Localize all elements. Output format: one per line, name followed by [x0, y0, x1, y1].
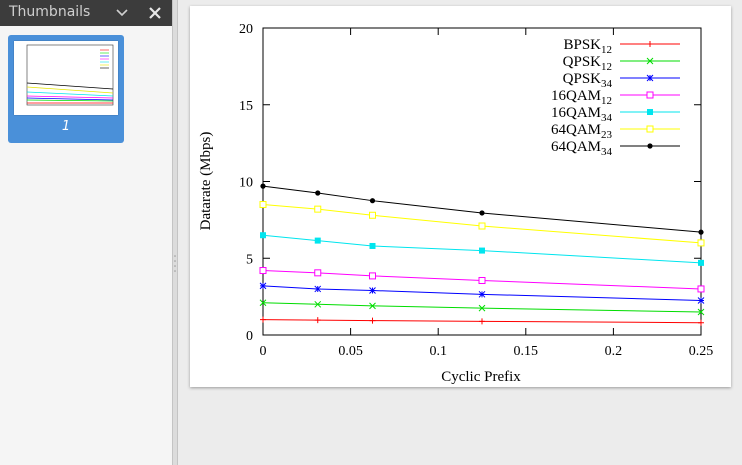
legend-entry: QPSK12	[563, 54, 680, 73]
data-point	[259, 267, 267, 275]
data-point	[697, 239, 705, 247]
data-point	[647, 143, 653, 149]
data-point	[697, 285, 705, 293]
data-point	[479, 247, 485, 254]
thumbnails-sidebar: Thumbnails	[0, 0, 172, 465]
data-point	[314, 237, 321, 244]
data-point	[260, 316, 266, 323]
series-64qam34	[260, 183, 704, 235]
x-tick-label: 0.1	[429, 344, 447, 359]
sidebar-header: Thumbnails	[0, 0, 172, 26]
x-tick-label: 0.15	[514, 344, 539, 359]
y-tick-label: 10	[239, 176, 253, 191]
datarate-chart: 0 0.05 0.1 0.15 0.2 0.25 0 5 10 15 20 BPSK12QPSK12…	[198, 22, 714, 385]
legend-entry: 16QAM34	[551, 105, 680, 124]
legend-entry: BPSK12	[563, 37, 680, 56]
y-tick-label: 0	[246, 329, 253, 344]
legend-label: 64QAM23	[551, 122, 613, 141]
data-point	[697, 297, 705, 304]
data-point	[478, 277, 486, 285]
data-point	[259, 299, 267, 307]
legend-entry: 64QAM34	[551, 139, 680, 158]
legend-entry: QPSK34	[563, 71, 680, 90]
series-qpsk34	[259, 282, 705, 304]
page-thumbnail[interactable]: 1	[8, 35, 124, 143]
data-point	[697, 308, 705, 316]
data-point	[369, 242, 376, 249]
data-point	[260, 232, 266, 239]
x-axis-label: Cyclic Prefix	[441, 369, 521, 385]
y-axis-label: Datarate (Mbps)	[198, 132, 214, 231]
close-icon[interactable]	[145, 3, 165, 23]
data-point	[478, 304, 486, 312]
data-point	[479, 210, 485, 216]
data-point	[478, 222, 486, 230]
data-point	[314, 317, 321, 324]
data-point	[314, 285, 322, 293]
sidebar-title: Thumbnails	[9, 4, 91, 20]
legend-entry: 64QAM23	[551, 122, 680, 141]
data-point	[478, 290, 486, 298]
series-16qam12	[259, 267, 705, 293]
data-point	[698, 259, 704, 266]
x-tick-label: 0.05	[338, 344, 363, 359]
document-page: 0 0.05 0.1 0.15 0.2 0.25 0 5 10 15 20 BPSK12 QPSK12…	[190, 6, 731, 387]
legend-label: BPSK12	[563, 37, 612, 56]
data-point	[315, 190, 321, 196]
data-point	[369, 211, 376, 219]
data-point	[698, 319, 704, 326]
x-tick-label: 0	[260, 344, 267, 359]
data-point	[260, 183, 266, 189]
series-line	[262, 302, 702, 313]
data-point	[646, 57, 654, 65]
legend-label: 64QAM34	[551, 139, 613, 158]
series-bpsk12	[260, 316, 704, 326]
data-point	[369, 198, 376, 204]
data-point	[259, 282, 267, 290]
data-point	[369, 272, 376, 280]
series-16qam34	[260, 232, 704, 266]
data-point	[369, 317, 376, 324]
document-view[interactable]: 0 0.05 0.1 0.15 0.2 0.25 0 5 10 15 20 BPSK12 QPSK12…	[178, 0, 742, 465]
legend-label: 16QAM34	[551, 105, 613, 124]
data-point	[369, 287, 376, 294]
thumbnail-page-number: 1	[61, 119, 71, 134]
y-tick-label: 15	[239, 99, 253, 114]
legend-label: QPSK12	[563, 54, 612, 73]
legend-entry: 16QAM12	[551, 88, 680, 107]
data-point	[646, 91, 654, 99]
y-tick-label: 20	[239, 22, 253, 37]
chevron-down-icon[interactable]	[113, 4, 131, 22]
y-tick-label: 5	[246, 252, 253, 267]
data-point	[647, 41, 653, 47]
legend-label: 16QAM12	[551, 88, 612, 107]
sidebar-splitter[interactable]	[172, 0, 178, 465]
data-point	[698, 229, 704, 235]
data-point	[314, 269, 322, 277]
data-point	[369, 302, 376, 310]
data-point	[479, 318, 485, 325]
data-point	[646, 74, 654, 82]
thumbnail-preview	[14, 41, 118, 115]
data-point	[647, 109, 653, 115]
data-point	[646, 125, 654, 133]
data-point	[314, 205, 322, 213]
data-point	[259, 201, 267, 209]
data-point	[314, 300, 322, 308]
x-tick-label: 0.2	[605, 344, 623, 359]
series-64qam23	[259, 201, 705, 247]
x-tick-label: 0.25	[689, 344, 714, 359]
splitter-grip-icon[interactable]	[174, 254, 176, 274]
legend-label: QPSK34	[563, 71, 613, 90]
series-qpsk12	[259, 299, 705, 316]
